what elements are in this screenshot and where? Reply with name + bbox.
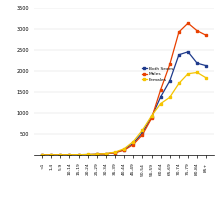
Males [169, 63, 171, 66]
Males [187, 22, 189, 24]
Females [196, 71, 198, 74]
Both Sexes [59, 154, 62, 156]
Both Sexes [68, 154, 71, 156]
Females [159, 102, 162, 105]
Line: Males: Males [41, 22, 207, 156]
Males [77, 153, 80, 156]
Both Sexes [141, 132, 144, 134]
Females [86, 153, 89, 156]
Both Sexes [159, 96, 162, 98]
Both Sexes [150, 116, 153, 118]
Line: Females: Females [41, 71, 207, 156]
Males [105, 153, 107, 155]
Females [77, 153, 80, 156]
Males [95, 153, 98, 155]
Both Sexes [105, 153, 107, 155]
Females [114, 151, 116, 153]
Males [150, 117, 153, 120]
Both Sexes [95, 153, 98, 155]
Both Sexes [187, 51, 189, 53]
Females [178, 82, 180, 85]
Females [50, 154, 53, 156]
Both Sexes [178, 54, 180, 56]
Females [205, 77, 207, 79]
Females [59, 154, 62, 156]
Males [178, 31, 180, 33]
Females [105, 152, 107, 155]
Both Sexes [50, 154, 53, 156]
Males [141, 134, 144, 136]
Both Sexes [77, 153, 80, 156]
Males [205, 34, 207, 37]
Both Sexes [169, 80, 171, 82]
Females [150, 115, 153, 117]
Both Sexes [196, 62, 198, 64]
Females [68, 154, 71, 156]
Females [169, 96, 171, 98]
Males [123, 149, 125, 151]
Females [123, 148, 125, 150]
Both Sexes [86, 153, 89, 156]
Females [41, 154, 43, 156]
Females [187, 72, 189, 75]
Both Sexes [114, 151, 116, 154]
Males [86, 153, 89, 156]
Females [141, 129, 144, 131]
Females [95, 153, 98, 155]
Males [114, 151, 116, 154]
Males [196, 30, 198, 32]
Males [59, 154, 62, 156]
Both Sexes [123, 148, 125, 151]
Females [132, 140, 135, 143]
Males [41, 154, 43, 156]
Both Sexes [205, 65, 207, 67]
Males [132, 143, 135, 146]
Males [50, 154, 53, 156]
Legend: Both Sexes, Males, Females: Both Sexes, Males, Females [141, 66, 174, 83]
Both Sexes [41, 154, 43, 156]
Both Sexes [132, 142, 135, 144]
Males [68, 154, 71, 156]
Line: Both Sexes: Both Sexes [41, 51, 207, 156]
Males [159, 88, 162, 91]
